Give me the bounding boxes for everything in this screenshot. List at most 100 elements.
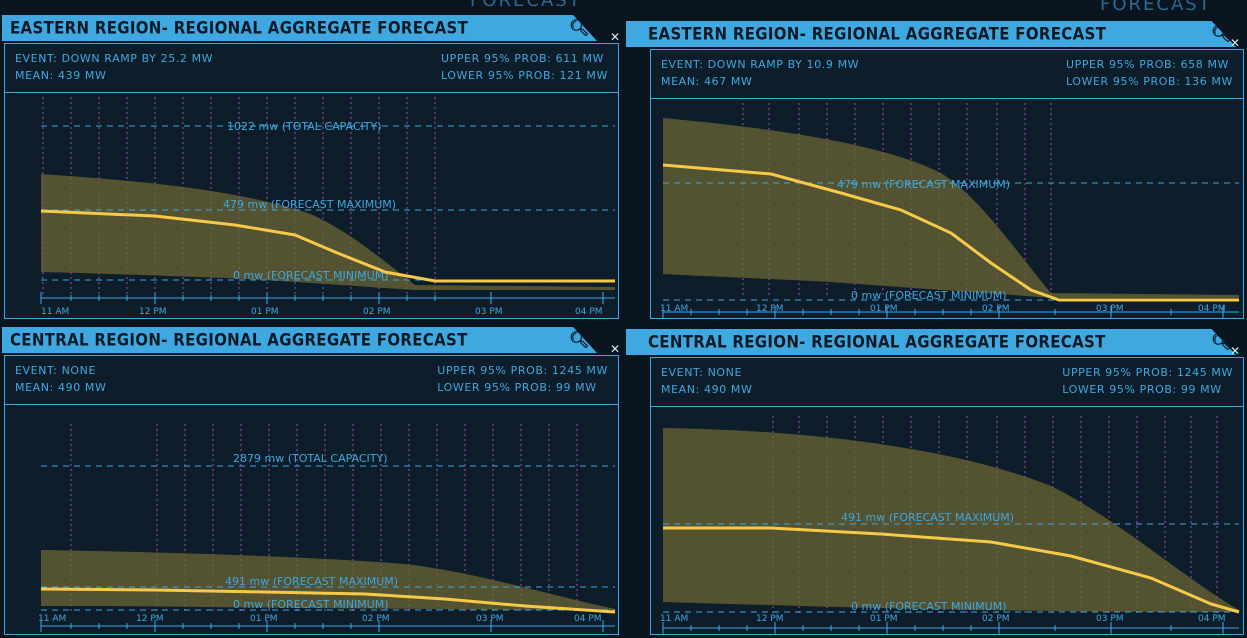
event-text: EVENT: DOWN RAMP BY 10.9 MW	[661, 58, 860, 71]
close-icon[interactable]: ✕	[609, 342, 621, 356]
info-box: EVENT: DOWN RAMP BY 10.9 MW MEAN: 467 mw…	[651, 50, 1243, 99]
ref-label-forecast-min: 0 mw (FORECAST MINIMUM)	[233, 598, 389, 611]
x-tick-label: 12 PM	[756, 614, 784, 624]
x-tick-label: 04 PM	[574, 614, 602, 624]
x-tick-label: 01 PM	[250, 614, 278, 624]
x-tick-label: 12 PM	[139, 307, 167, 317]
panel-body: EVENT: DOWN RAMP BY 25.2 MW MEAN: 439 mw…	[4, 43, 619, 319]
forecast-panel-central-zoom-in: CENTRAL REGION- REGIONAL AGGREGATE FOREC…	[2, 327, 622, 637]
x-tick-label: 12 PM	[136, 614, 164, 624]
forecast-mean-line	[40, 209, 615, 283]
forecast-panel-eastern-zoom-in: EASTERN REGION- REGIONAL AGGREGATE FOREC…	[2, 15, 622, 321]
ref-label-forecast-min: 0 mw (FORECAST MINIMUM)	[851, 600, 1007, 613]
panel-title-bar: CENTRAL REGION- REGIONAL AGGREGATE FOREC…	[626, 329, 1236, 355]
forecast-chart-svg: 1022 mw (TOTAL CAPACITY) 479 mw (FORECAS…	[40, 97, 615, 317]
confidence-band	[41, 550, 615, 610]
event-text: EVENT: NONE	[15, 364, 97, 377]
forecast-chart: 491 mw (FORECAST MAXIMUM) 0 mw (FORECAST…	[651, 406, 1243, 634]
x-tick-label: 03 PM	[1096, 304, 1124, 314]
x-tick-label: 02 PM	[982, 304, 1010, 314]
x-tick-label: 12 PM	[756, 304, 784, 314]
lower-prob-text: LOWER 95% PROB: 99 mw	[437, 381, 597, 394]
x-tick-label: 01 PM	[870, 614, 898, 624]
x-axis	[40, 292, 615, 304]
lower-prob-text: LOWER 95% PROB: 121 mw	[440, 69, 608, 82]
close-icon[interactable]: ✕	[1229, 36, 1241, 50]
upper-prob-text: UPPER 95% PROB: 1245 mw	[437, 364, 608, 377]
panel-title: EASTERN REGION- REGIONAL AGGREGATE FOREC…	[10, 18, 469, 38]
x-tick-label: 11 AM	[660, 614, 689, 624]
panel-body: EVENT: NONE MEAN: 490 mw UPPER 95% PROB:…	[650, 357, 1244, 635]
x-tick-label: 04 PM	[1198, 304, 1226, 314]
x-tick-label: 03 PM	[476, 614, 504, 624]
panel-body: EVENT: NONE MEAN: 490 mw UPPER 95% PROB:…	[4, 355, 619, 635]
x-tick-labels-panel-3: 11 AM 12 PM 01 PM 02 PM 03 PM 04 PM	[38, 614, 618, 628]
mean-text: MEAN: 490 mw	[661, 383, 753, 396]
vertical-guides	[70, 424, 578, 614]
ref-label-forecast-max: 491 mw (FORECAST MAXIMUM)	[225, 575, 398, 588]
info-box: EVENT: NONE MEAN: 490 mw UPPER 95% PROB:…	[651, 358, 1243, 407]
forecast-panel-eastern-zoom-out: EASTERN REGION- REGIONAL AGGREGATE FOREC…	[626, 21, 1246, 321]
panel-title-bar: EASTERN REGION- REGIONAL AGGREGATE FOREC…	[2, 15, 597, 41]
forecast-chart: 2879 mw (TOTAL CAPACITY) 491 mw (FORECAS…	[5, 404, 618, 634]
close-icon[interactable]: ✕	[1229, 344, 1241, 358]
forecast-chart: 1022 mw (TOTAL CAPACITY) 479 mw (FORECAS…	[5, 92, 618, 318]
x-tick-label: 11 AM	[41, 307, 69, 317]
lower-prob-text: LOWER 95% PROB: 136 mw	[1065, 75, 1233, 88]
panel-title: CENTRAL REGION- REGIONAL AGGREGATE FOREC…	[10, 330, 468, 350]
x-tick-label: 04 PM	[575, 307, 603, 317]
x-tick-labels-panel-2: 11 AM 12 PM 01 PM 02 PM 03 PM 04 PM	[650, 304, 1245, 318]
forecast-chart: 479 mw (FORECAST MAXIMUM) 0 mw (FORECAST…	[651, 98, 1243, 318]
zoom-in-icon[interactable]: 🔍︎	[569, 18, 590, 37]
upper-prob-text: UPPER 95% PROB: 611 mw	[440, 52, 605, 65]
panel-body: EVENT: DOWN RAMP BY 10.9 MW MEAN: 467 mw…	[650, 49, 1244, 319]
x-tick-label: 01 PM	[251, 307, 279, 317]
x-tick-label: 02 PM	[982, 614, 1010, 624]
top-deco-left: FORECAST	[470, 0, 582, 11]
event-text: EVENT: NONE	[661, 366, 743, 379]
x-tick-label: 03 PM	[475, 307, 503, 317]
x-tick-label: 11 AM	[38, 614, 67, 624]
x-tick-label: 04 PM	[1198, 614, 1226, 624]
forecast-chart-svg: 479 mw (FORECAST MAXIMUM) 0 mw (FORECAST…	[662, 103, 1239, 318]
mean-text: MEAN: 467 mw	[661, 75, 753, 88]
ref-label-forecast-min: 0 mw (FORECAST MINIMUM)	[233, 269, 389, 282]
forecast-mean-line	[663, 526, 1240, 614]
ref-label-forecast-max: 479 mw (FORECAST MAXIMUM)	[837, 178, 1010, 191]
x-axis	[40, 620, 615, 632]
zoom-in-icon[interactable]: 🔍︎	[569, 330, 590, 349]
reference-lines	[41, 465, 615, 611]
mean-text: MEAN: 490 mw	[15, 381, 107, 394]
x-tick-labels-panel-4: 11 AM 12 PM 01 PM 02 PM 03 PM 04 PM	[650, 614, 1245, 628]
upper-prob-text: UPPER 95% PROB: 658 mw	[1065, 58, 1230, 71]
panel-title-bar: CENTRAL REGION- REGIONAL AGGREGATE FOREC…	[2, 327, 597, 353]
ref-label-forecast-min: 0 mw (FORECAST MINIMUM)	[851, 289, 1007, 302]
event-text: EVENT: DOWN RAMP BY 25.2 MW	[15, 52, 214, 65]
reference-lines	[663, 523, 1239, 613]
x-tick-label: 01 PM	[870, 304, 898, 314]
lower-prob-text: LOWER 95% PROB: 99 mw	[1062, 383, 1222, 396]
panel-title: EASTERN REGION- REGIONAL AGGREGATE FOREC…	[648, 24, 1107, 44]
x-tick-label: 02 PM	[363, 307, 391, 317]
x-tick-labels: 11 AM 12 PM 01 PM 02 PM 03 PM 04 PM	[41, 307, 603, 317]
info-box: EVENT: NONE MEAN: 490 mw UPPER 95% PROB:…	[5, 356, 618, 405]
panel-title-bar: EASTERN REGION- REGIONAL AGGREGATE FOREC…	[626, 21, 1236, 47]
panel-title: CENTRAL REGION- REGIONAL AGGREGATE FOREC…	[648, 332, 1106, 352]
upper-prob-text: UPPER 95% PROB: 1245 mw	[1062, 366, 1233, 379]
forecast-chart-svg: 2879 mw (TOTAL CAPACITY) 491 mw (FORECAS…	[40, 424, 616, 632]
x-axis	[662, 306, 1239, 318]
forecast-mean-line	[40, 587, 616, 614]
x-tick-label: 02 PM	[362, 614, 390, 624]
ref-label-total-capacity: 1022 mw (TOTAL CAPACITY)	[227, 120, 382, 133]
info-box: EVENT: DOWN RAMP BY 25.2 MW MEAN: 439 mw…	[5, 44, 618, 93]
confidence-band	[663, 118, 1239, 298]
ref-label-forecast-max: 479 mw (FORECAST MAXIMUM)	[223, 198, 396, 211]
top-deco-right: FORECAST	[1100, 0, 1212, 15]
ref-label-forecast-max: 491 mw (FORECAST MAXIMUM)	[841, 511, 1014, 524]
forecast-mean-line	[662, 163, 1239, 302]
close-icon[interactable]: ✕	[609, 30, 621, 44]
confidence-band	[41, 174, 615, 290]
forecast-panel-central-zoom-out: CENTRAL REGION- REGIONAL AGGREGATE FOREC…	[626, 329, 1246, 637]
forecast-chart-svg: 491 mw (FORECAST MAXIMUM) 0 mw (FORECAST…	[662, 416, 1240, 634]
x-axis	[662, 622, 1239, 634]
